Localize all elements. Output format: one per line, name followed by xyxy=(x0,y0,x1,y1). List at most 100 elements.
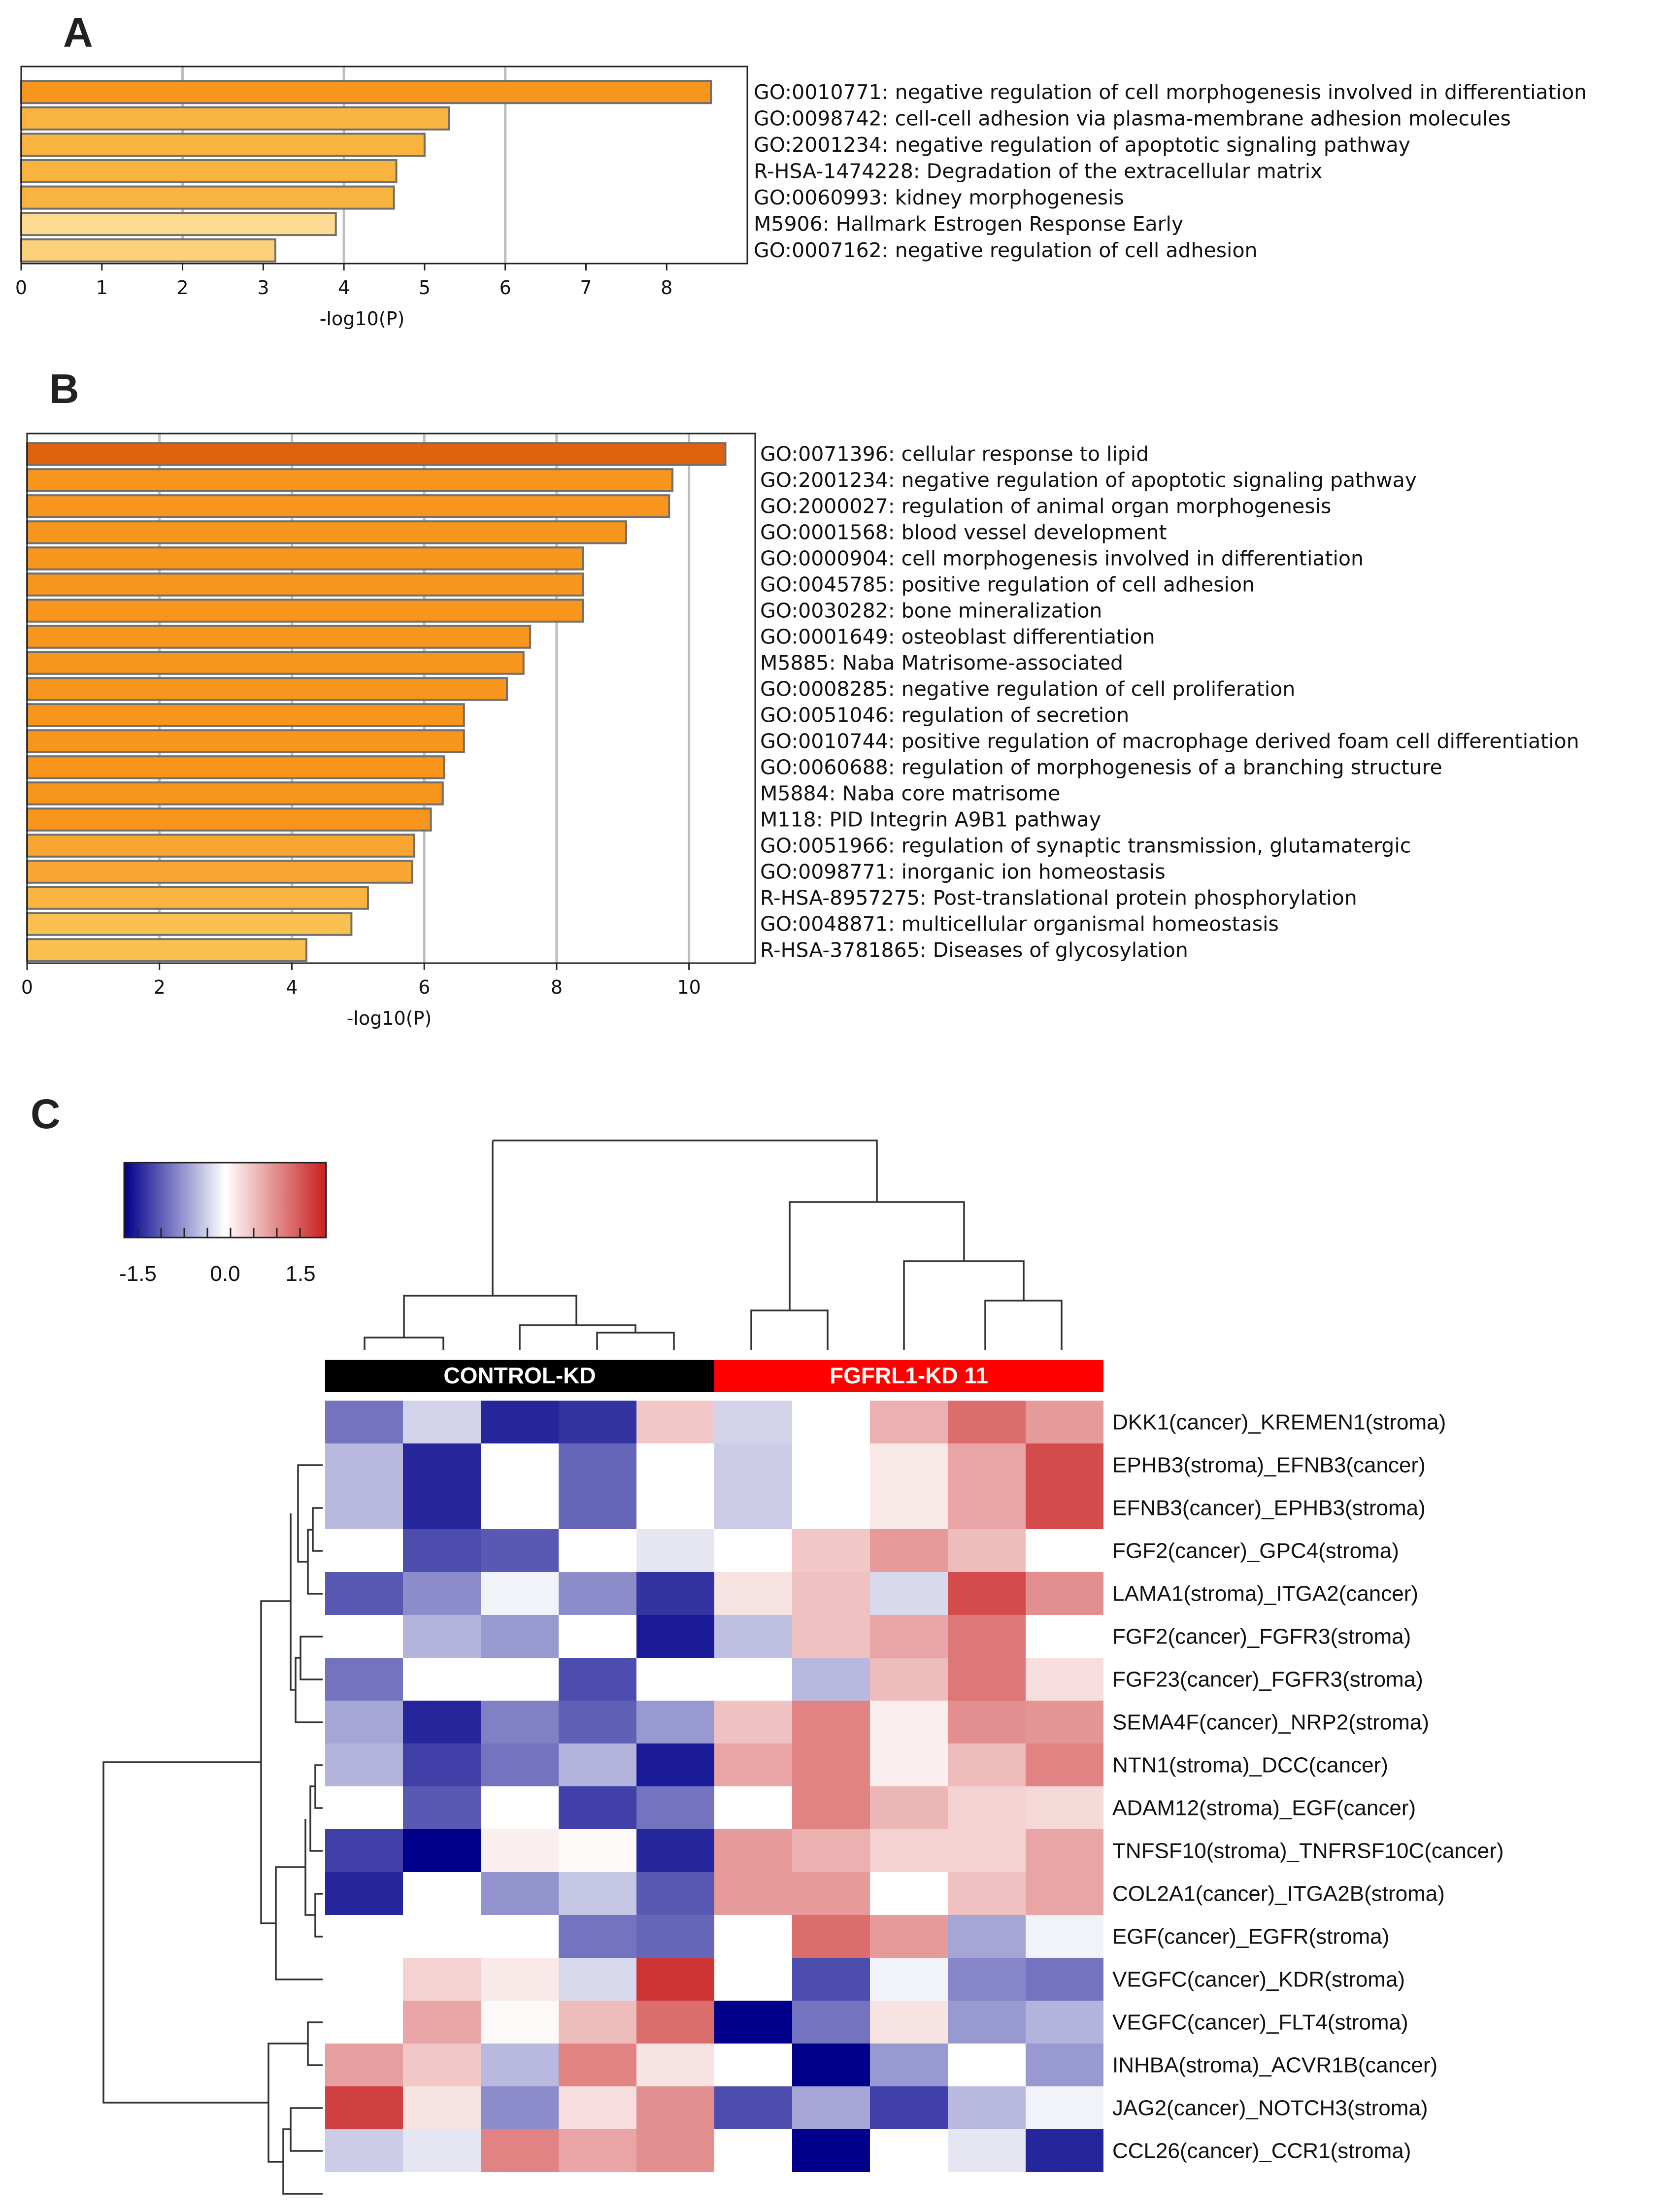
heatmap-cell xyxy=(325,1529,403,1572)
heatmap-cell xyxy=(714,1658,792,1701)
heatmap-cell xyxy=(403,1829,481,1872)
bar xyxy=(20,80,712,104)
heatmap-cell xyxy=(870,1572,948,1615)
row-dendro-branch xyxy=(312,1507,323,1552)
heatmap-cell xyxy=(481,2086,559,2129)
row-label: JAG2(cancer)_NOTCH3(stroma) xyxy=(1112,2096,1428,2120)
heatmap-cell xyxy=(948,2001,1026,2044)
bar xyxy=(20,212,337,236)
row-dendro-branch xyxy=(314,1764,323,1809)
heatmap-cell xyxy=(714,1701,792,1743)
colorbar-tick-label: 1.5 xyxy=(285,1262,315,1286)
row-label: EFNB3(cancer)_EPHB3(stroma) xyxy=(1112,1496,1426,1520)
heatmap-cell xyxy=(948,1872,1026,1915)
heatmap-cell xyxy=(792,1615,870,1658)
heatmap-cell xyxy=(870,1486,948,1529)
heatmap-cell xyxy=(948,1443,1026,1486)
colorbar xyxy=(123,1162,327,1239)
bar xyxy=(26,546,584,570)
heatmap-cell xyxy=(559,2001,636,2044)
heatmap-cell xyxy=(870,1786,948,1829)
heatmap-cell xyxy=(636,2086,714,2129)
heatmap-cell xyxy=(792,1872,870,1915)
heatmap-cell xyxy=(870,2001,948,2044)
bar xyxy=(26,625,532,649)
heatmap-cell xyxy=(1026,1615,1103,1658)
heatmap-cells xyxy=(325,1401,1103,2172)
category-label: GO:2001234: negative regulation of apopt… xyxy=(760,469,1417,492)
x-tick-label: 8 xyxy=(661,277,672,299)
heatmap-cell xyxy=(714,1572,792,1615)
heatmap-cell xyxy=(325,1743,403,1786)
heatmap-cell xyxy=(403,1915,481,1958)
group-bar-control xyxy=(325,1360,714,1392)
heatmap-cell xyxy=(1026,1572,1103,1615)
row-label: FGF23(cancer)_FGFR3(stroma) xyxy=(1112,1668,1423,1692)
heatmap-cell xyxy=(481,1701,559,1743)
heatmap-cell xyxy=(636,1701,714,1743)
group-bar-fgfrl1 xyxy=(714,1360,1103,1392)
category-label: GO:0008285: negative regulation of cell … xyxy=(760,677,1295,701)
row-label: FGF2(cancer)_GPC4(stroma) xyxy=(1112,1539,1399,1563)
heatmap-cell xyxy=(636,1658,714,1701)
heatmap-cell xyxy=(636,1958,714,2001)
heatmap-cell xyxy=(559,2044,636,2086)
heatmap-cell xyxy=(792,1701,870,1743)
heatmap-cell xyxy=(636,1443,714,1486)
heatmap-cell xyxy=(636,2129,714,2172)
heatmap-cell xyxy=(325,1958,403,2001)
row-label: SEMA4F(cancer)_NRP2(stroma) xyxy=(1112,1710,1429,1735)
colorbar-tick-label: -1.5 xyxy=(119,1262,157,1286)
heatmap-cell xyxy=(403,1658,481,1701)
heatmap-cell xyxy=(481,1872,559,1915)
row-label: TNFSF10(stroma)_TNFRSF10C(cancer) xyxy=(1112,1839,1504,1863)
bar xyxy=(26,677,508,701)
heatmap-cell xyxy=(714,1615,792,1658)
row-dendro-branch xyxy=(314,1893,323,1938)
category-label: GO:0060688: regulation of morphogenesis … xyxy=(760,756,1442,779)
heatmap-cell xyxy=(948,1658,1026,1701)
x-tick-label: 3 xyxy=(257,277,269,299)
heatmap-cell xyxy=(1026,1529,1103,1572)
row-dendro-branch xyxy=(304,1819,315,1916)
heatmap-cell xyxy=(403,1486,481,1529)
heatmap-cell xyxy=(325,1572,403,1615)
heatmap-cell xyxy=(714,1443,792,1486)
bar xyxy=(20,238,276,263)
heatmap-cell xyxy=(870,2129,948,2172)
heatmap-cell xyxy=(792,1658,870,1701)
heatmap-cell xyxy=(714,2001,792,2044)
x-tick-label: 6 xyxy=(500,277,511,299)
heatmap-cell xyxy=(792,1401,870,1443)
row-dendro-branch xyxy=(307,1529,323,1595)
heatmap-cell xyxy=(481,1829,559,1872)
heatmap-cell xyxy=(636,1615,714,1658)
heatmap-cell xyxy=(714,2044,792,2086)
heatmap-cell xyxy=(403,1701,481,1743)
heatmap-cell xyxy=(325,1915,403,1958)
colorbar-tick-label: 0.0 xyxy=(210,1262,240,1286)
heatmap-cell xyxy=(403,1529,481,1572)
heatmap-cell xyxy=(714,1872,792,1915)
x-tick-label: 2 xyxy=(176,277,188,299)
bar xyxy=(26,886,369,910)
heatmap-cell xyxy=(636,1829,714,1872)
group-label-control: CONTROL-KD xyxy=(443,1363,596,1388)
x-tick-label: 0 xyxy=(21,976,33,998)
heatmap-cell xyxy=(792,1829,870,1872)
bar xyxy=(26,520,627,544)
row-dendro-branch xyxy=(309,1785,323,1852)
bar xyxy=(26,807,432,832)
heatmap-cell xyxy=(714,1915,792,1958)
heatmap-cell xyxy=(559,1529,636,1572)
heatmap-cell xyxy=(325,2129,403,2172)
heatmap-cell xyxy=(481,1401,559,1443)
heatmap-cell xyxy=(636,1872,714,1915)
category-label: GO:0030282: bone mineralization xyxy=(760,599,1102,623)
panel-c-heatmap: -1.5 0.0 1.5 CONTROL-KD FGFRL1-KD 11 DKK… xyxy=(102,1140,1504,2195)
heatmap-cell xyxy=(948,1401,1026,1443)
plot-frame xyxy=(26,433,756,964)
bar xyxy=(26,468,674,492)
row-dendro-branch xyxy=(300,1636,323,1680)
heatmap-cell xyxy=(481,1658,559,1701)
